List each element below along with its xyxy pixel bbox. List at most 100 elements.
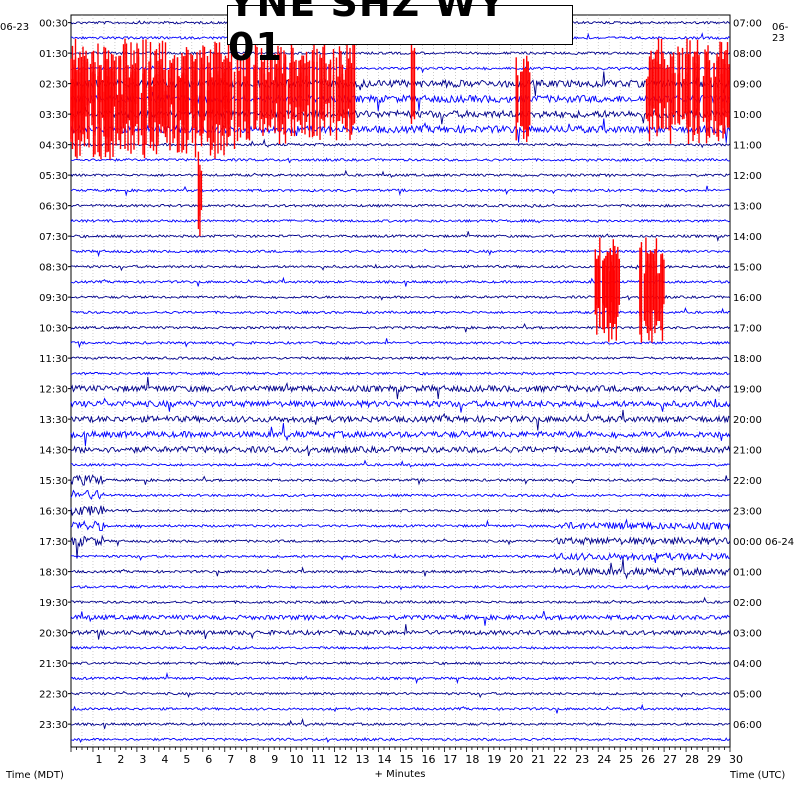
trace-row xyxy=(70,690,731,699)
x-tick-label: 29 xyxy=(707,753,721,766)
x-axis: 1 2 3 4 5 6 7 8 9 10 11 12 13 14 15 16 17 18 19 20 21 22 23 24 2… xyxy=(70,747,743,766)
x-tick-label: 12 xyxy=(334,753,348,766)
left-axis-label: Time (MDT) xyxy=(5,770,64,781)
left-time-tick-label: 12:30 xyxy=(39,385,68,396)
x-tick-label: 21 xyxy=(531,753,545,766)
trace-row xyxy=(70,307,730,315)
left-time-tick-label: 16:30 xyxy=(39,507,68,518)
right-time-tick-label: 20:00 xyxy=(733,415,762,426)
trace-row xyxy=(70,338,730,349)
right-axis-label: Time (UTC) xyxy=(729,770,785,781)
x-tick-label: 1 xyxy=(95,753,102,766)
left-time-tick-label: 17:30 xyxy=(39,537,68,548)
x-tick-label: 13 xyxy=(356,753,370,766)
right-time-axis: 07:00 08:00 09:00 10:00 11:00 12:00 13:00 14:00… xyxy=(733,19,794,732)
x-tick-label: 14 xyxy=(378,753,392,766)
right-time-tick-label: 02:00 xyxy=(733,598,762,609)
trace-row xyxy=(70,444,731,457)
left-time-tick-label: 05:30 xyxy=(39,171,68,182)
x-tick-label: 15 xyxy=(400,753,414,766)
chart-title: YNE SHZ WY 01 xyxy=(227,0,573,69)
left-time-tick-label: 10:30 xyxy=(39,324,68,335)
trace-row xyxy=(71,596,731,605)
right-time-tick-label: 17:00 xyxy=(733,324,762,335)
x-tick-label: 3 xyxy=(139,753,146,766)
trace-row xyxy=(70,717,730,729)
left-time-tick-label: 03:30 xyxy=(39,110,68,121)
trace-row xyxy=(70,671,731,685)
left-time-tick-label: 23:30 xyxy=(39,720,68,731)
right-time-tick-label: 19:00 xyxy=(733,385,762,396)
x-tick-label: 4 xyxy=(161,753,168,766)
left-time-tick-label: 04:30 xyxy=(39,141,68,152)
x-tick-label: 28 xyxy=(685,753,699,766)
trace-row xyxy=(70,489,731,500)
trace-row xyxy=(70,376,731,400)
left-time-tick-label: 08:30 xyxy=(39,263,68,274)
trace-row xyxy=(70,558,731,580)
trace-row xyxy=(70,356,730,361)
left-date-label: 06-23 xyxy=(0,22,30,33)
left-time-tick-label: 14:30 xyxy=(39,446,68,457)
left-time-tick-label: 22:30 xyxy=(39,690,68,701)
trace-row xyxy=(70,65,730,74)
left-time-tick-label: 19:30 xyxy=(39,598,68,609)
x-tick-label: 30 xyxy=(729,753,743,766)
right-time-tick-label: 00:00 06-24 xyxy=(733,537,794,548)
x-tick-label: 7 xyxy=(227,753,234,766)
x-tick-label: 2 xyxy=(117,753,124,766)
right-time-tick-label: 01:00 xyxy=(733,568,762,579)
trace-row xyxy=(70,552,730,564)
right-time-tick-label: 18:00 xyxy=(733,354,762,365)
right-time-tick-label: 08:00 xyxy=(733,49,762,60)
x-tick-label: 18 xyxy=(465,753,479,766)
trace-row xyxy=(70,118,731,143)
trace-row xyxy=(70,610,730,626)
left-time-tick-label: 21:30 xyxy=(39,659,68,670)
x-tick-label: 5 xyxy=(183,753,190,766)
right-time-tick-label: 05:00 xyxy=(733,690,762,701)
left-time-tick-label: 11:30 xyxy=(39,354,68,365)
trace-row xyxy=(70,660,731,667)
left-time-tick-label: 07:30 xyxy=(39,232,68,243)
left-time-tick-label: 13:30 xyxy=(39,415,68,426)
x-tick-label: 25 xyxy=(619,753,633,766)
x-tick-label: 16 xyxy=(421,753,435,766)
traces xyxy=(70,19,731,744)
trace-row xyxy=(70,534,731,559)
right-time-tick-label: 03:00 xyxy=(733,629,762,640)
trace-row xyxy=(70,323,731,333)
trace-row xyxy=(70,371,730,377)
right-time-tick-label: 06:00 xyxy=(733,720,762,731)
right-time-tick-label: 15:00 xyxy=(733,263,762,274)
trace-row xyxy=(70,422,731,447)
right-time-tick-label: 07:00 xyxy=(733,19,762,30)
left-time-tick-label: 01:30 xyxy=(39,49,68,60)
clipped-signal xyxy=(70,38,730,343)
x-tick-label: 23 xyxy=(575,753,589,766)
trace-row xyxy=(70,397,731,413)
x-tick-label: 22 xyxy=(553,753,567,766)
right-time-tick-label: 21:00 xyxy=(733,446,762,457)
right-time-tick-label: 14:00 xyxy=(733,232,762,243)
x-tick-label: 19 xyxy=(487,753,501,766)
x-tick-label: 27 xyxy=(663,753,677,766)
right-time-tick-label: 04:00 xyxy=(733,659,762,670)
right-time-tick-label: 10:00 xyxy=(733,110,762,121)
trace-row xyxy=(70,218,730,224)
x-tick-label: 11 xyxy=(312,753,326,766)
left-time-tick-label: 02:30 xyxy=(39,80,68,91)
left-time-tick-label: 06:30 xyxy=(39,202,68,213)
x-tick-label: 26 xyxy=(641,753,655,766)
x-tick-label: 17 xyxy=(443,753,457,766)
trace-row xyxy=(70,138,731,149)
trace-row xyxy=(70,505,730,517)
trace-row xyxy=(70,248,731,258)
x-tick-label: 9 xyxy=(271,753,278,766)
trace-row xyxy=(70,231,730,242)
trace-row xyxy=(70,703,731,714)
right-time-tick-label: 12:00 xyxy=(733,171,762,182)
trace-row xyxy=(70,51,731,57)
trace-row xyxy=(70,185,731,197)
left-time-axis: 00:30 01:30 02:30 03:30 04:30 05:30 06:30 07:30… xyxy=(39,19,71,731)
